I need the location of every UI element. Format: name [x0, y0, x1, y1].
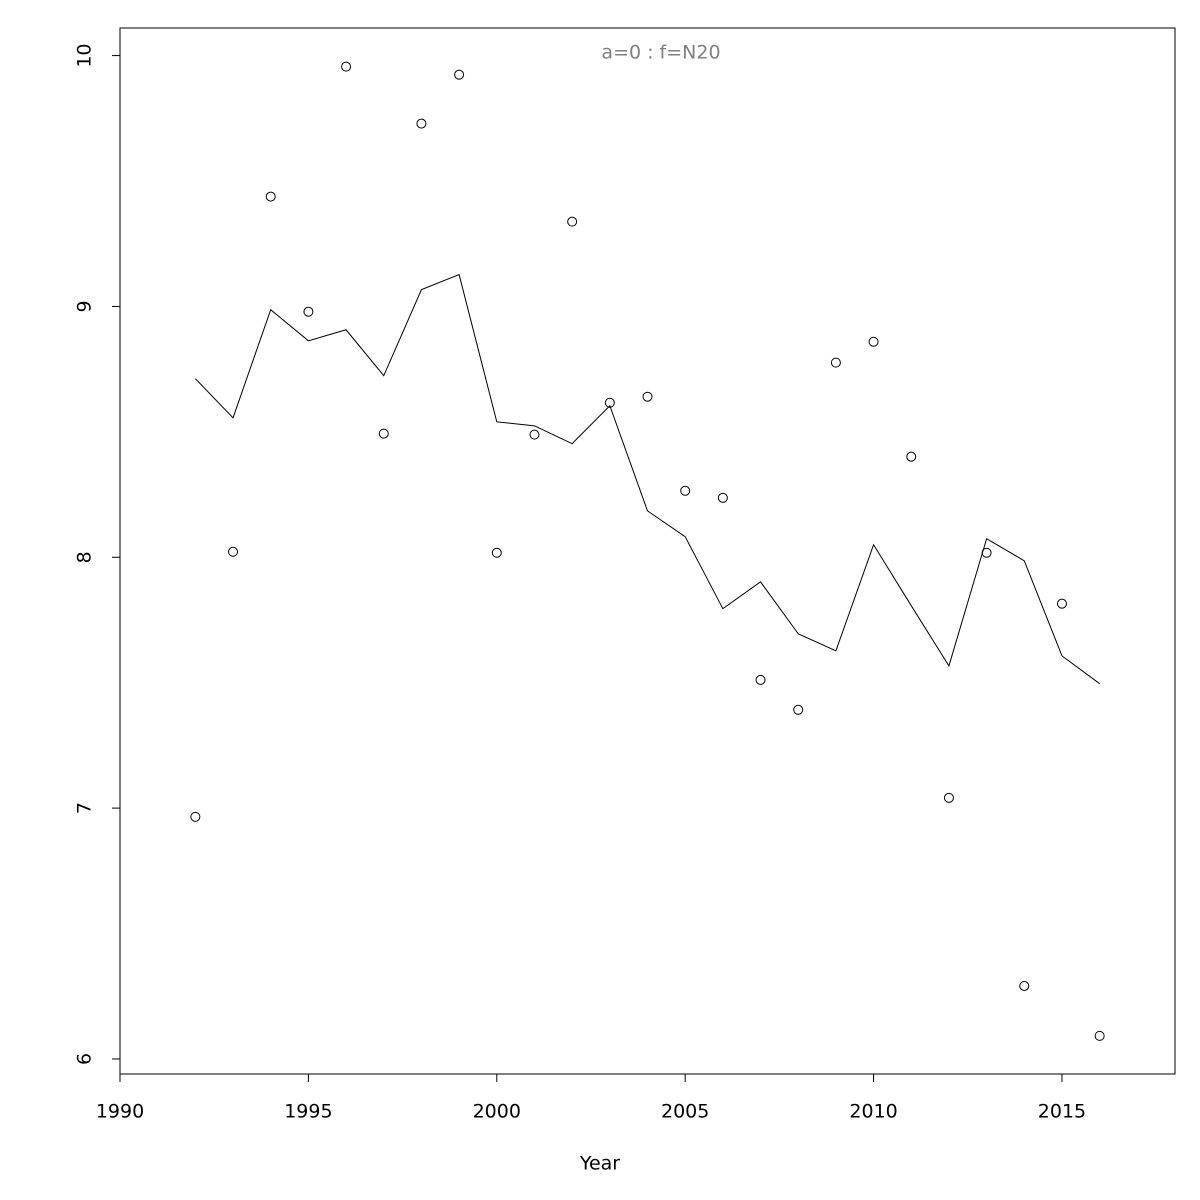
data-line [194, 273, 1100, 685]
data-point [1019, 980, 1030, 991]
data-point [906, 451, 917, 462]
data-point [416, 118, 427, 129]
data-point [830, 357, 841, 368]
plot-frame [119, 27, 1176, 1075]
data-point [755, 674, 766, 685]
data-point [529, 429, 540, 440]
data-point [1094, 1030, 1105, 1041]
y-tick-label: 8 [74, 551, 96, 563]
x-tick-label: 2015 [1038, 1101, 1086, 1123]
data-point [717, 492, 728, 503]
x-tick-label: 1995 [284, 1101, 332, 1123]
data-point [680, 485, 691, 496]
data-point [567, 216, 578, 227]
data-point [265, 191, 276, 202]
data-point [943, 792, 954, 803]
data-point [642, 391, 653, 402]
x-axis-label: Year [579, 1153, 620, 1175]
chart-title: a=0 : f=N20 [601, 42, 720, 64]
data-point [454, 69, 465, 80]
y-tick-label: 10 [74, 43, 96, 67]
data-point [341, 61, 352, 72]
data-point [793, 704, 804, 715]
y-tick-label: 6 [74, 1053, 96, 1065]
x-tick-label: 2000 [473, 1101, 521, 1123]
data-point [604, 397, 615, 408]
data-point [303, 306, 314, 317]
y-tick-label: 7 [74, 802, 96, 814]
x-tick-label: 1990 [96, 1101, 144, 1123]
data-point [190, 811, 201, 822]
data-point [228, 546, 239, 557]
data-point [868, 336, 879, 347]
x-tick-label: 2005 [661, 1101, 709, 1123]
data-point [491, 547, 502, 558]
x-tick-label: 2010 [849, 1101, 897, 1123]
data-point [1056, 598, 1067, 609]
data-point [378, 428, 389, 439]
y-tick-label: 9 [74, 300, 96, 312]
